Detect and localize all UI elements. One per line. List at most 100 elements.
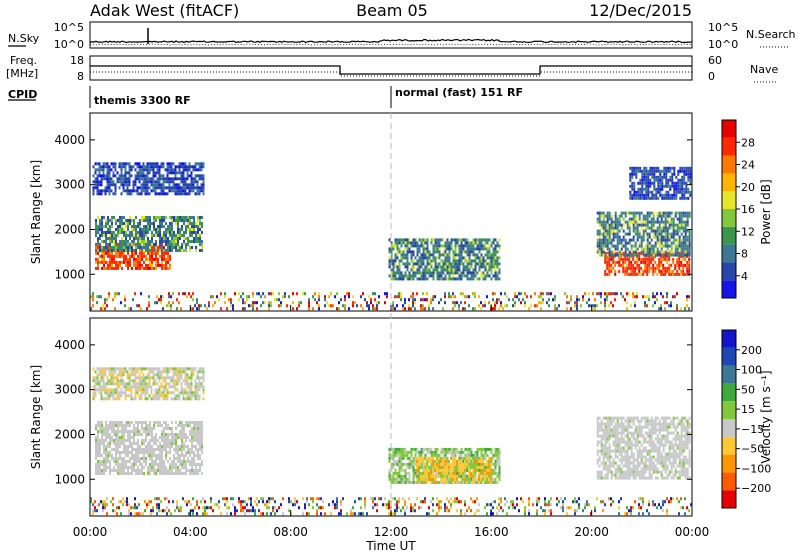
range-gate-cell bbox=[636, 257, 639, 261]
range-gate-cell bbox=[280, 304, 282, 308]
range-gate-cell bbox=[452, 262, 455, 266]
range-gate-cell bbox=[492, 250, 495, 254]
range-gate-cell bbox=[610, 238, 613, 242]
range-gate-cell bbox=[673, 166, 676, 170]
range-gate-cell bbox=[632, 244, 635, 248]
range-gate-cell bbox=[406, 456, 409, 460]
range-gate-cell bbox=[186, 367, 189, 371]
range-gate-cell bbox=[468, 250, 471, 254]
range-gate-cell bbox=[678, 211, 681, 215]
range-gate-cell bbox=[117, 260, 119, 264]
range-gate-cell bbox=[404, 450, 407, 454]
range-gate-cell bbox=[472, 241, 475, 245]
range-gate-cell bbox=[683, 178, 686, 182]
range-gate-cell bbox=[666, 226, 669, 230]
range-gate-cell bbox=[680, 247, 683, 251]
range-gate-cell bbox=[188, 174, 191, 178]
range-gate-cell bbox=[656, 292, 658, 296]
range-gate-cell bbox=[109, 445, 111, 448]
range-gate-cell bbox=[111, 216, 113, 219]
range-gate-cell bbox=[685, 172, 688, 176]
range-gate-cell bbox=[416, 241, 419, 245]
range-gate-cell bbox=[604, 214, 607, 218]
range-gate-cell bbox=[400, 274, 403, 278]
range-gate-cell bbox=[164, 177, 167, 181]
range-gate-cell bbox=[446, 262, 449, 266]
range-gate-cell bbox=[140, 394, 143, 398]
range-gate-cell bbox=[670, 272, 673, 276]
range-gate-cell bbox=[470, 253, 473, 257]
range-gate-cell bbox=[679, 166, 682, 170]
range-gate-cell bbox=[140, 370, 143, 374]
range-gate-cell bbox=[518, 292, 520, 296]
range-gate-cell bbox=[162, 186, 165, 190]
range-gate-cell bbox=[666, 211, 669, 215]
range-gate-cell bbox=[658, 307, 660, 311]
range-gate-cell bbox=[99, 246, 101, 249]
range-gate-cell bbox=[644, 304, 646, 308]
range-gate-cell bbox=[109, 266, 111, 270]
range-gate-cell bbox=[98, 379, 101, 383]
range-gate-cell bbox=[199, 421, 201, 424]
range-gate-cell bbox=[148, 162, 151, 166]
range-gate-cell bbox=[102, 304, 104, 308]
range-gate-cell bbox=[163, 234, 165, 237]
range-gate-cell bbox=[256, 307, 258, 311]
range-gate-cell bbox=[159, 228, 161, 231]
range-gate-cell bbox=[628, 226, 631, 230]
range-gate-cell bbox=[173, 234, 175, 237]
range-gate-cell bbox=[154, 367, 157, 371]
range-gate-cell bbox=[129, 243, 131, 246]
range-gate-cell bbox=[538, 301, 540, 305]
range-gate-cell bbox=[130, 397, 133, 401]
range-gate-cell bbox=[676, 263, 679, 267]
range-gate-cell bbox=[340, 298, 342, 302]
range-gate-cell bbox=[95, 466, 97, 469]
range-gate-cell bbox=[107, 260, 109, 264]
range-gate-cell bbox=[682, 263, 685, 267]
range-gate-cell bbox=[414, 447, 417, 451]
range-gate-cell bbox=[673, 196, 676, 200]
range-gate-cell bbox=[186, 192, 189, 196]
range-gate-cell bbox=[426, 241, 429, 245]
range-gate-cell bbox=[152, 394, 155, 398]
range-gate-cell bbox=[634, 223, 637, 227]
range-gate-cell bbox=[178, 373, 181, 377]
range-gate-cell bbox=[448, 241, 451, 245]
range-gate-cell bbox=[137, 424, 139, 427]
range-gate-cell bbox=[97, 249, 99, 252]
range-gate-cell bbox=[140, 174, 143, 178]
range-gate-cell bbox=[138, 186, 141, 190]
range-gate-cell bbox=[612, 260, 615, 264]
range-gate-cell bbox=[94, 183, 97, 187]
range-gate-cell bbox=[136, 171, 139, 175]
range-gate-cell bbox=[442, 262, 445, 266]
range-gate-cell bbox=[400, 256, 403, 260]
range-gate-cell bbox=[650, 250, 653, 254]
range-gate-cell bbox=[398, 277, 401, 281]
range-gate-cell bbox=[99, 472, 101, 475]
range-gate-cell bbox=[659, 172, 662, 176]
range-gate-cell bbox=[153, 439, 155, 442]
range-gate-cell bbox=[592, 292, 594, 296]
range-gate-cell bbox=[150, 376, 153, 380]
range-gate-cell bbox=[151, 231, 153, 234]
range-gate-cell bbox=[141, 243, 143, 246]
range-gate-cell bbox=[131, 246, 133, 249]
range-gate-cell bbox=[187, 228, 189, 231]
range-gate-cell bbox=[324, 298, 326, 302]
range-gate-cell bbox=[111, 240, 113, 243]
range-gate-cell bbox=[188, 168, 191, 172]
range-gate-cell bbox=[336, 307, 338, 311]
range-gate-cell bbox=[444, 265, 447, 269]
range-gate-cell bbox=[653, 187, 656, 191]
range-gate-cell bbox=[152, 168, 155, 172]
range-gate-cell bbox=[436, 277, 439, 281]
range-gate-cell bbox=[151, 248, 153, 252]
range-gate-cell bbox=[530, 295, 532, 299]
range-gate-cell bbox=[157, 424, 159, 427]
range-gate-cell bbox=[99, 466, 101, 469]
range-gate-cell bbox=[185, 237, 187, 240]
range-gate-cell bbox=[195, 433, 197, 436]
range-gate-cell bbox=[492, 241, 495, 245]
